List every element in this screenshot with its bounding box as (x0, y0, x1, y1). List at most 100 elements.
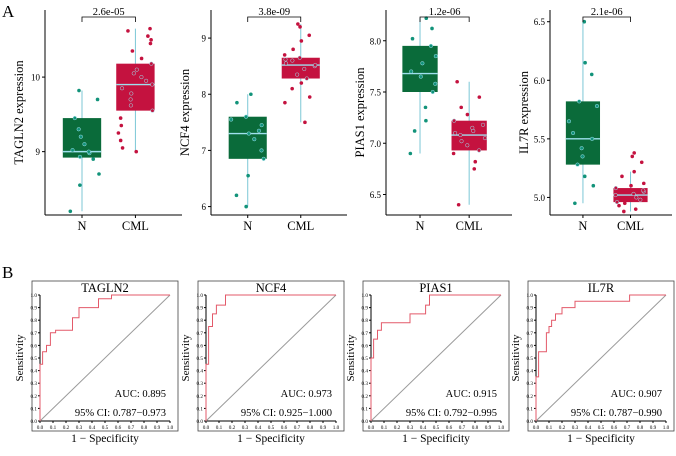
data-point (622, 209, 626, 214)
y-tick-label: 0.8 (362, 318, 369, 324)
data-point (249, 92, 253, 97)
data-point (465, 143, 470, 148)
data-point (418, 74, 423, 79)
y-tick-label: 0.3 (527, 381, 534, 387)
x-tick-label: 0.9 (154, 425, 161, 431)
x-tick-label: 1.0 (167, 425, 174, 431)
data-point (86, 149, 91, 154)
roc-2: NCF4 0.0 0.1 0.2 0.3 0.4 0.5 0.6 0.7 0.8 0.9 1.0 0.0… (180, 280, 345, 445)
y-tick-label: 0.5 (197, 356, 204, 362)
data-point (78, 134, 83, 139)
data-point (573, 201, 577, 206)
data-point (472, 167, 477, 171)
diagonal-reference-line (205, 294, 337, 422)
x-tick-label: 1.0 (663, 425, 670, 431)
data-point (613, 186, 618, 191)
data-point (459, 139, 464, 144)
y-tick-label: 10 (31, 73, 41, 83)
x-axis-label: 1 − Specificity (237, 433, 305, 445)
y-tick-label: 0.1 (31, 406, 38, 412)
data-point (68, 209, 73, 214)
y-tick-label: 0.8 (31, 318, 38, 324)
data-point (638, 197, 643, 202)
y-tick-label: 0.0 (527, 419, 534, 425)
data-point (144, 78, 149, 83)
data-point (134, 149, 139, 154)
data-point (420, 61, 425, 66)
y-axis-label: Sensitivity (14, 334, 26, 382)
data-point (82, 142, 87, 147)
y-axis-label: TAGLN2 expression (12, 60, 26, 165)
auc-label: AUC: 0.907 (611, 389, 662, 400)
y-axis-label: PIAS1 expression (353, 67, 367, 158)
data-point (150, 82, 155, 87)
x-tick-label: 0.6 (446, 425, 453, 431)
x-tick-label: 0.0 (533, 425, 540, 431)
y-tick-label: 0.7 (31, 331, 38, 337)
data-point (577, 99, 582, 104)
y-tick-label: 0.3 (31, 381, 38, 387)
x-tick-label: 0.7 (294, 425, 301, 431)
x-tick-label: 0.1 (216, 425, 223, 431)
y-tick-label: 1.0 (527, 293, 534, 299)
y-tick-label: 0.5 (527, 356, 534, 362)
y-tick-label: 6.0 (534, 76, 546, 86)
data-point (583, 60, 587, 65)
data-point (453, 130, 458, 136)
x-tick-label: 0.9 (320, 425, 327, 431)
y-tick-label: 0.4 (31, 369, 38, 375)
data-point (430, 89, 435, 95)
x-tick-label: 0.8 (307, 425, 314, 431)
y-axis-label: Sensitivity (180, 334, 192, 382)
data-point (589, 72, 594, 77)
ci-label: 95% CI: 0.792−0.995 (406, 408, 497, 419)
x-tick-label: 0.2 (63, 425, 70, 431)
x-axis-label: 1 − Specificity (402, 433, 470, 445)
y-tick-label: 0.6 (527, 343, 534, 349)
data-point (614, 200, 620, 205)
data-point (95, 97, 100, 102)
significance-bracket (81, 16, 136, 22)
data-point (470, 125, 475, 130)
p-value-label: 2.6e-05 (93, 7, 125, 18)
y-tick-label: 0.9 (527, 306, 534, 312)
roc-frame (31, 280, 179, 432)
data-point (283, 61, 289, 66)
data-point (97, 172, 101, 176)
x-tick-label: 0.1 (50, 425, 57, 431)
x-tick-label: CML (122, 219, 149, 233)
p-value-label: 3.8e-09 (258, 7, 290, 18)
data-point (303, 120, 307, 125)
data-point (129, 91, 134, 96)
y-tick-label: 0.3 (362, 381, 369, 387)
data-point (148, 41, 153, 46)
y-tick-label: 0.2 (31, 394, 38, 400)
data-point (72, 116, 77, 121)
y-tick-label: 0.0 (197, 419, 204, 425)
data-point (465, 112, 470, 117)
y-tick-label: 0.2 (527, 394, 534, 400)
y-axis-label: Sensitivity (510, 334, 522, 382)
y-tick-label: 0.3 (197, 381, 204, 387)
x-tick-label: 0.2 (559, 425, 566, 431)
roc-3: PIAS1 0.0 0.1 0.2 0.3 0.4 0.5 0.6 0.7 0.8 0.9 1.0 0.… (345, 280, 510, 445)
y-tick-label: 0.1 (527, 406, 534, 412)
data-point (70, 148, 75, 153)
data-point (579, 146, 584, 151)
data-point (298, 25, 302, 29)
data-point (458, 133, 463, 138)
auc-label: AUC: 0.895 (115, 389, 166, 400)
y-tick-label: 9 (36, 147, 41, 157)
x-tick-label: 0.1 (546, 425, 553, 431)
data-point (118, 116, 123, 120)
data-point (119, 123, 124, 128)
y-tick-label: 0.6 (197, 343, 204, 349)
boxplot-4: 5.0 5.5 6.0 6.5 IL7R expression N CML 2.1e-06 (517, 7, 672, 233)
data-point (290, 86, 294, 91)
data-point (473, 159, 478, 164)
x-tick-label: 0.4 (89, 425, 96, 431)
box-CML (281, 57, 320, 79)
data-point (296, 22, 300, 26)
y-tick-label: 0.7 (362, 331, 369, 337)
y-tick-label: 0.5 (362, 356, 369, 362)
